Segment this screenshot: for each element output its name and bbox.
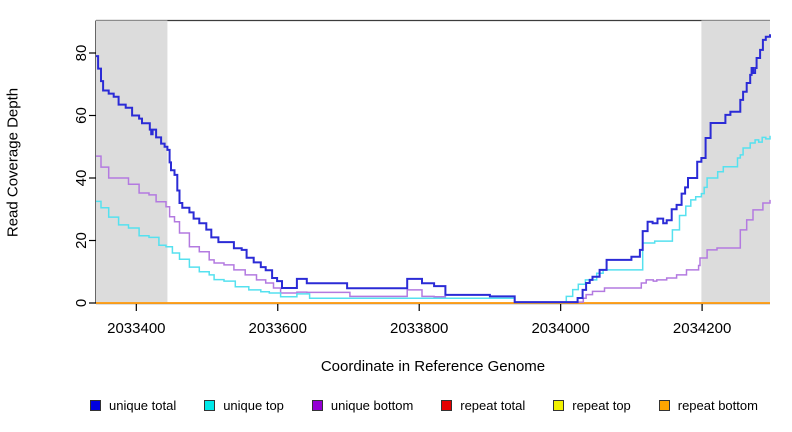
series-line-unique-top	[96, 135, 771, 304]
series-line-unique-bottom	[96, 155, 771, 303]
legend-item-repeat-bottom: repeat bottom	[658, 397, 758, 413]
legend-label: unique total	[109, 397, 177, 413]
shaded-region	[701, 20, 770, 303]
legend-swatch-repeat-total	[441, 399, 453, 411]
x-axis-title: Coordinate in Reference Genome	[320, 358, 546, 375]
y-tick-label: 80	[73, 45, 90, 62]
x-tick-label: 2034200	[673, 320, 731, 337]
legend-item-unique-bottom: unique bottom	[311, 397, 414, 413]
legend-label: repeat top	[572, 397, 631, 413]
legend-label: unique top	[223, 397, 284, 413]
x-tick-label: 2033800	[390, 320, 448, 337]
y-tick-label: 60	[73, 107, 90, 124]
legend-item-repeat-total: repeat total	[441, 398, 525, 413]
shaded-region	[96, 20, 168, 303]
y-axis-title: Read Coverage Depth	[4, 87, 22, 238]
series-line-unique-total	[96, 34, 771, 304]
legend-label: repeat bottom	[677, 397, 758, 413]
legend-item-unique-top: unique top	[204, 398, 284, 413]
legend-swatch-unique-total	[90, 399, 101, 411]
legend-item-unique-total: unique total	[90, 398, 176, 413]
x-tick-label: 2033400	[107, 320, 165, 337]
legend-swatch-unique-bottom	[311, 399, 323, 411]
legend: unique total unique top unique bottom repea…	[90, 395, 758, 415]
legend-swatch-repeat-top	[553, 399, 565, 411]
y-tick-label: 0	[73, 299, 90, 307]
y-tick-label: 40	[73, 170, 90, 187]
x-tick-label: 2034000	[531, 320, 589, 337]
legend-label: repeat total	[460, 397, 526, 413]
y-tick-label: 20	[73, 232, 90, 249]
legend-swatch-repeat-bottom	[658, 399, 670, 411]
legend-label: unique bottom	[330, 397, 414, 413]
x-tick-label: 2033600	[249, 320, 307, 337]
legend-swatch-unique-top	[204, 399, 216, 411]
legend-item-repeat-top: repeat top	[553, 398, 631, 413]
